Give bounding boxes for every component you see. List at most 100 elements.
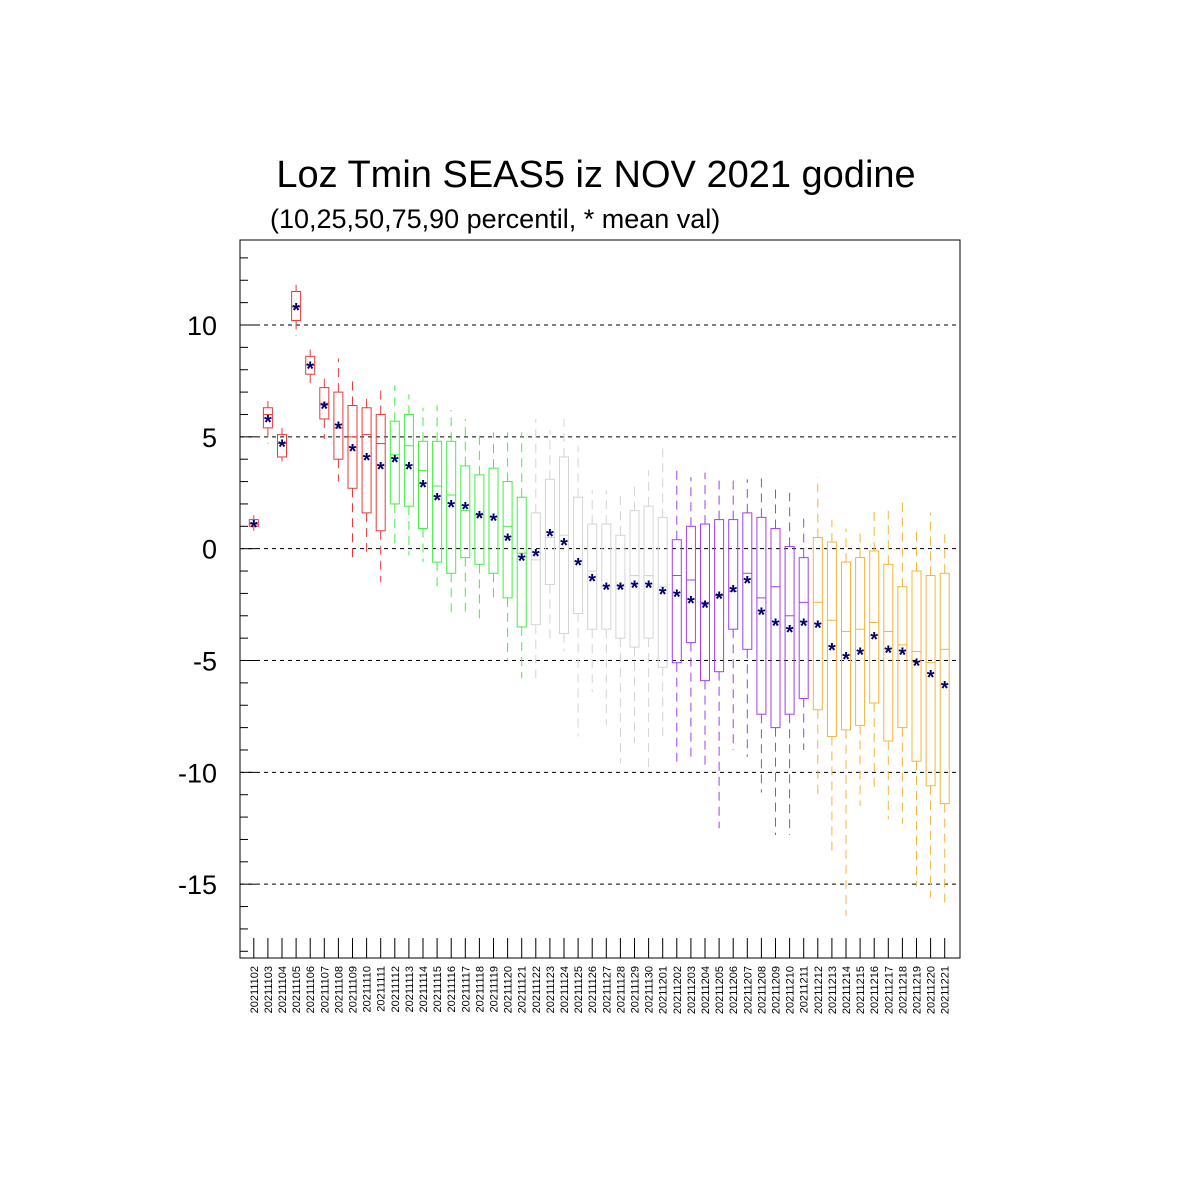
percentile-box — [347, 405, 358, 489]
x-tick-label: 20211122 — [531, 966, 543, 1013]
x-tick-label: 20211114 — [418, 966, 430, 1013]
percentile-box — [446, 440, 457, 574]
percentile-box — [643, 505, 654, 639]
x-tick-label: 20211128 — [615, 966, 627, 1013]
mean-marker: * — [899, 645, 907, 667]
mean-marker: * — [518, 551, 526, 573]
x-tick-label: 20211208 — [756, 966, 768, 1014]
x-tick-label: 20211108 — [333, 966, 345, 1013]
percentile-box — [516, 496, 527, 628]
percentile-box — [770, 528, 781, 729]
x-tick-label: 20211115 — [432, 966, 444, 1013]
mean-marker: * — [927, 667, 935, 689]
percentile-box — [629, 510, 640, 648]
mean-marker: * — [743, 573, 751, 595]
mean-marker: * — [814, 618, 822, 640]
mean-marker: * — [659, 584, 667, 606]
x-tick-label: 20211111 — [376, 966, 388, 1012]
x-tick-label: 20211121 — [517, 966, 529, 1013]
mean-marker: * — [645, 577, 653, 599]
mean-marker: * — [588, 571, 596, 593]
percentile-box — [826, 541, 837, 738]
percentile-box — [291, 290, 302, 322]
x-tick-label: 20211105 — [291, 966, 303, 1013]
y-tick-label: -10 — [178, 758, 217, 788]
percentile-box — [559, 456, 569, 635]
mean-marker: * — [758, 604, 766, 626]
x-tick-label: 20211116 — [446, 966, 458, 1013]
mean-marker: * — [870, 629, 878, 651]
mean-marker: * — [419, 477, 427, 499]
percentile-box — [883, 563, 894, 742]
mean-marker: * — [941, 678, 949, 700]
percentile-box — [460, 465, 471, 559]
x-tick-label: 20211218 — [897, 966, 909, 1014]
percentile-box — [573, 496, 584, 615]
x-tick-label: 20211211 — [799, 966, 811, 1013]
x-tick-label: 20211124 — [559, 966, 571, 1013]
mean-marker: * — [292, 300, 300, 322]
y-tick-label: 5 — [202, 423, 217, 453]
x-tick-label: 20211126 — [587, 966, 599, 1013]
chart-title: Loz Tmin SEAS5 iz NOV 2021 godine — [276, 154, 915, 196]
mean-marker: * — [842, 649, 850, 671]
x-tick-label: 20211106 — [305, 966, 317, 1013]
x-tick-label: 20211207 — [742, 966, 754, 1014]
percentile-box — [587, 523, 598, 630]
y-tick-label: -5 — [193, 647, 217, 677]
mean-marker: * — [729, 582, 737, 604]
mean-marker: * — [306, 358, 314, 380]
plot-frame — [239, 239, 961, 959]
x-tick-label: 20211215 — [855, 966, 867, 1014]
x-tick-label: 20211214 — [841, 966, 853, 1014]
percentile-box — [939, 572, 950, 805]
mean-marker: * — [335, 419, 343, 441]
x-tick-label: 20211119 — [489, 966, 501, 1013]
x-tick-label: 20211102 — [249, 966, 261, 1013]
mean-marker: * — [433, 490, 441, 512]
x-tick-label: 20211109 — [348, 966, 360, 1013]
percentile-box — [248, 519, 259, 527]
x-tick-label: 20211120 — [503, 966, 515, 1013]
percentile-box — [403, 413, 414, 507]
mean-marker: * — [405, 459, 413, 481]
mean-marker: * — [250, 517, 258, 539]
percentile-box — [742, 512, 753, 650]
x-tick-label: 20211118 — [474, 966, 486, 1013]
x-tick-label: 20211206 — [728, 966, 740, 1014]
percentile-box — [474, 474, 485, 565]
mean-marker: * — [278, 437, 286, 459]
percentile-box — [389, 420, 400, 505]
x-tick-label: 20211220 — [926, 966, 938, 1014]
mean-markers: * * * * * * * * * * * * * * * * * * * * * * * * * * * * * * * * * * * * * * * *… — [250, 300, 949, 700]
percentile-box — [601, 523, 612, 630]
x-tick-label: 20211103 — [263, 966, 275, 1013]
mean-marker: * — [504, 530, 512, 552]
mean-marker: * — [320, 399, 328, 421]
percentile-box — [798, 557, 809, 700]
percentile-box — [728, 519, 739, 630]
mean-marker: * — [349, 441, 357, 463]
mean-marker: * — [828, 640, 836, 662]
percentile-box — [432, 440, 443, 563]
mean-marker: * — [546, 526, 554, 548]
mean-marker: * — [715, 589, 723, 611]
percentile-box — [418, 440, 428, 530]
percentile-box — [784, 545, 795, 715]
percentile-box — [812, 536, 823, 711]
x-tick-label: 20211210 — [785, 966, 797, 1014]
percentile-box — [855, 557, 866, 726]
percentile-box — [277, 434, 287, 458]
mean-marker: * — [631, 577, 639, 599]
mean-marker: * — [602, 580, 610, 602]
mean-marker: * — [617, 580, 625, 602]
percentile-box — [615, 534, 626, 639]
percentile-box — [911, 570, 922, 762]
x-tick-label: 20211212 — [813, 966, 825, 1014]
x-tick-label: 20211205 — [714, 966, 726, 1014]
mean-marker: * — [264, 412, 272, 434]
mean-marker: * — [687, 593, 695, 615]
